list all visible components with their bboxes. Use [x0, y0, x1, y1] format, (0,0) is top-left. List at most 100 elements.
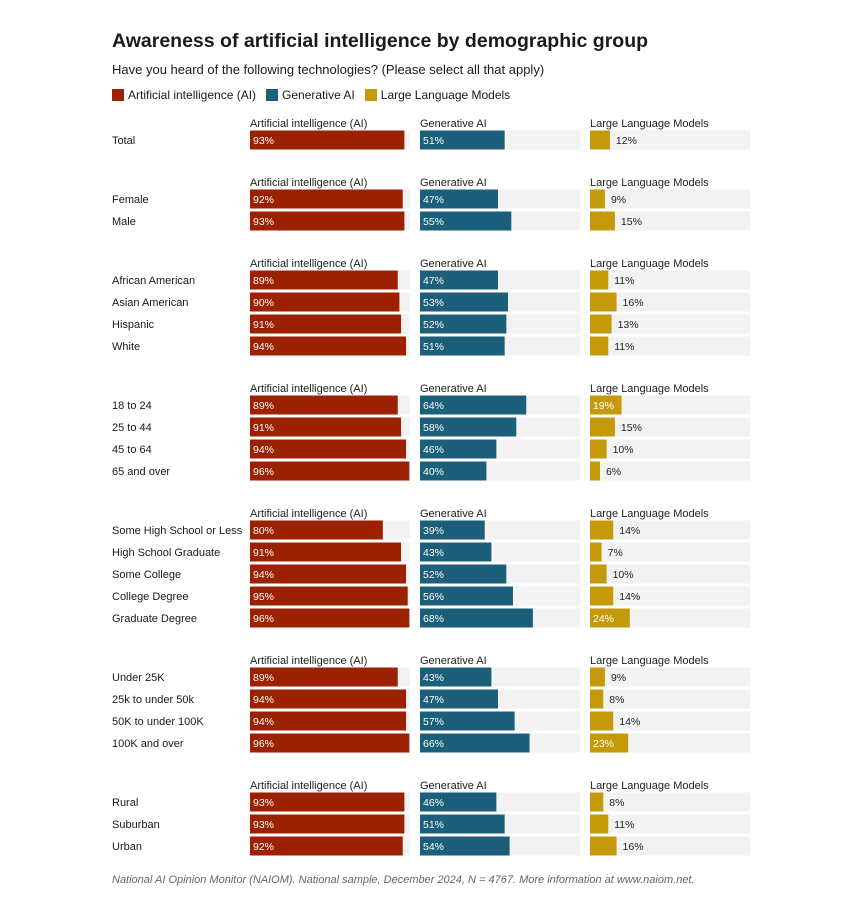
bar-llm	[590, 417, 615, 437]
bar-llm	[590, 564, 607, 584]
chart-subtitle: Have you heard of the following technolo…	[112, 62, 545, 77]
data-label: 94%	[253, 341, 274, 353]
row-label: 50K to under 100K	[112, 716, 204, 728]
bar-llm	[590, 586, 614, 606]
legend-label-genai: Generative AI	[282, 88, 355, 102]
data-label: 93%	[253, 135, 274, 147]
column-header-llm: Large Language Models	[590, 655, 709, 667]
data-label: 89%	[253, 672, 274, 684]
data-label: 94%	[253, 694, 274, 706]
bar-ai	[250, 836, 403, 856]
data-label: 52%	[423, 319, 444, 331]
row-label: Urban	[112, 841, 142, 853]
data-label: 93%	[253, 216, 274, 228]
bar-track	[590, 836, 750, 856]
data-label: 39%	[423, 525, 444, 537]
bar-ai	[250, 336, 407, 356]
column-header-ai: Artificial intelligence (AI)	[250, 655, 367, 667]
data-label: 89%	[253, 400, 274, 412]
bar-ai	[250, 667, 398, 687]
bar-track	[590, 586, 750, 606]
row-label: Total	[112, 135, 135, 147]
bar-track	[590, 667, 750, 687]
bar-llm	[590, 130, 610, 150]
column-header-ai: Artificial intelligence (AI)	[250, 383, 367, 395]
bar-track	[590, 292, 750, 312]
bar-track	[590, 461, 750, 481]
row-label: Under 25K	[112, 672, 165, 684]
data-label: 47%	[423, 694, 444, 706]
bar-genai	[420, 130, 505, 150]
bar-track	[590, 814, 750, 834]
row-label: Asian American	[112, 297, 188, 309]
data-label: 94%	[253, 716, 274, 728]
bar-genai	[420, 836, 510, 856]
bar-genai	[420, 711, 515, 731]
legend-swatch-ai	[112, 89, 124, 101]
column-header-genai: Generative AI	[420, 655, 487, 667]
bar-genai	[420, 292, 508, 312]
bar-llm	[590, 270, 609, 290]
data-label: 57%	[423, 716, 444, 728]
data-label: 13%	[618, 319, 639, 331]
bar-genai	[420, 439, 497, 459]
data-label: 51%	[423, 341, 444, 353]
bar-genai	[420, 417, 517, 437]
bar-genai	[420, 395, 527, 415]
data-label: 10%	[613, 444, 634, 456]
legend-item-llm: Large Language Models	[364, 88, 510, 102]
data-label: 96%	[253, 613, 274, 625]
bar-llm	[590, 836, 617, 856]
bar-ai	[250, 461, 410, 481]
data-label: 93%	[253, 819, 274, 831]
data-label: 91%	[253, 547, 274, 559]
bar-llm	[590, 792, 604, 812]
bar-ai	[250, 439, 407, 459]
bar-genai	[420, 733, 530, 753]
bar-track	[590, 608, 750, 628]
bar-llm	[590, 520, 614, 540]
row-label: Female	[112, 194, 149, 206]
bar-chart: Artificial intelligence (AI) Generative A…	[112, 118, 750, 856]
bar-llm	[590, 733, 629, 753]
column-header-genai: Generative AI	[420, 383, 487, 395]
bar-genai	[420, 270, 499, 290]
bar-track	[590, 189, 750, 209]
row-label: High School Graduate	[112, 547, 220, 559]
bar-genai	[420, 520, 485, 540]
legend-item-genai: Generative AI	[266, 88, 355, 102]
bar-llm	[590, 711, 614, 731]
bar-ai	[250, 711, 407, 731]
legend-item-ai: Artificial intelligence (AI)	[112, 88, 256, 102]
column-header-llm: Large Language Models	[590, 508, 709, 520]
column-header-genai: Generative AI	[420, 780, 487, 792]
bar-genai	[420, 586, 513, 606]
bar-track	[590, 520, 750, 540]
row-label: Suburban	[112, 819, 160, 831]
bar-track	[590, 417, 750, 437]
legend-swatch-genai	[266, 89, 279, 101]
bar-ai	[250, 211, 405, 231]
bar-genai	[420, 689, 499, 709]
bar-track	[590, 439, 750, 459]
bar-llm	[590, 314, 612, 334]
data-label: 16%	[623, 297, 644, 309]
bar-llm	[590, 189, 605, 209]
bar-ai	[250, 520, 383, 540]
bar-llm	[590, 336, 609, 356]
column-header-genai: Generative AI	[420, 118, 487, 130]
data-label: 91%	[253, 319, 274, 331]
column-header-genai: Generative AI	[420, 258, 487, 270]
data-label: 53%	[423, 297, 444, 309]
column-header-llm: Large Language Models	[590, 383, 709, 395]
bar-genai	[420, 336, 505, 356]
row-label: African American	[112, 275, 195, 287]
data-label: 43%	[423, 672, 444, 684]
bar-genai	[420, 189, 499, 209]
bar-ai	[250, 792, 405, 812]
bar-llm	[590, 439, 607, 459]
column-header-llm: Large Language Models	[590, 118, 709, 130]
column-header-llm: Large Language Models	[590, 258, 709, 270]
bar-genai	[420, 314, 507, 334]
row-label: White	[112, 341, 140, 353]
